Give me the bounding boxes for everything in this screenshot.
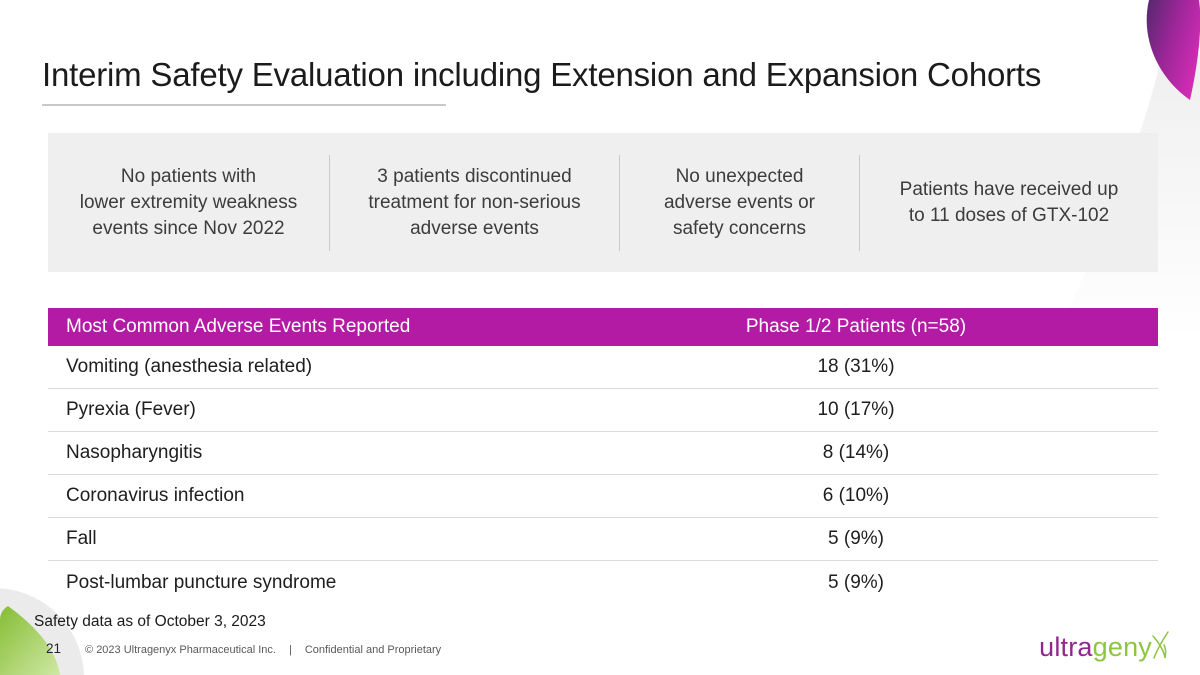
- event-value: 5 (9%): [828, 528, 884, 549]
- title-underline: [42, 104, 446, 106]
- table-row: Nasopharyngitis 8 (14%): [48, 432, 1158, 475]
- table-row: Pyrexia (Fever) 10 (17%): [48, 389, 1158, 432]
- leaf-decoration-icon: [0, 588, 84, 675]
- event-name: Post-lumbar puncture syndrome: [66, 571, 337, 593]
- header-event-column: Most Common Adverse Events Reported: [66, 316, 411, 337]
- footer-separator: |: [288, 644, 292, 656]
- logo-text-ultra: ultra: [1039, 632, 1093, 662]
- petal-decoration-icon: [1146, 0, 1200, 100]
- event-value: 8 (14%): [822, 442, 890, 463]
- highlight-no-unexpected: No unexpected adverse events or safety c…: [663, 165, 816, 239]
- adverse-events-table: Vomiting (anesthesia related) 18 (31%) P…: [48, 346, 1158, 604]
- confidential-text: Confidential and Proprietary: [304, 644, 442, 656]
- highlight-doses: Patients have received up to 11 doses of…: [899, 178, 1119, 226]
- event-name: Vomiting (anesthesia related): [66, 356, 313, 377]
- banner-divider: [619, 154, 620, 251]
- event-value: 5 (9%): [828, 571, 884, 593]
- event-name: Nasopharyngitis: [66, 442, 203, 463]
- table-header: Most Common Adverse Events Reported Phas…: [48, 308, 1158, 346]
- event-value: 6 (10%): [822, 485, 890, 506]
- event-value: 18 (31%): [817, 356, 895, 377]
- page-number: 21: [46, 641, 62, 656]
- event-name: Pyrexia (Fever): [66, 399, 196, 420]
- table-row: Coronavirus infection 6 (10%): [48, 475, 1158, 518]
- table-row: Post-lumbar puncture syndrome 5 (9%): [48, 561, 1158, 604]
- footer: 21 © 2023 Ultragenyx Pharmaceutical Inc.…: [46, 641, 441, 656]
- highlight-no-weakness-events: No patients with lower extremity weaknes…: [79, 165, 298, 239]
- event-value: 10 (17%): [817, 399, 895, 420]
- table-row: Vomiting (anesthesia related) 18 (31%): [48, 346, 1158, 389]
- highlight-discontinued: 3 patients discontinued treatment for no…: [368, 165, 581, 239]
- event-name: Fall: [66, 528, 97, 549]
- safety-data-footnote: Safety data as of October 3, 2023: [34, 613, 266, 630]
- ultragenyx-logo: ultra geny: [1039, 628, 1170, 663]
- copyright-line: © 2023 Ultragenyx Pharmaceutical Inc. | …: [85, 644, 441, 656]
- banner-divider: [329, 154, 330, 251]
- helix-x-icon: [1151, 631, 1170, 666]
- banner-divider: [859, 154, 860, 251]
- highlights-banner: No patients with lower extremity weaknes…: [48, 133, 1158, 272]
- table-row: Fall 5 (9%): [48, 518, 1158, 561]
- event-name: Coronavirus infection: [66, 485, 245, 506]
- header-value-column: Phase 1/2 Patients (n=58): [745, 316, 967, 337]
- copyright-text: © 2023 Ultragenyx Pharmaceutical Inc.: [85, 644, 276, 656]
- slide-title: Interim Safety Evaluation including Exte…: [42, 56, 1042, 93]
- logo-text-geny: geny: [1092, 632, 1152, 662]
